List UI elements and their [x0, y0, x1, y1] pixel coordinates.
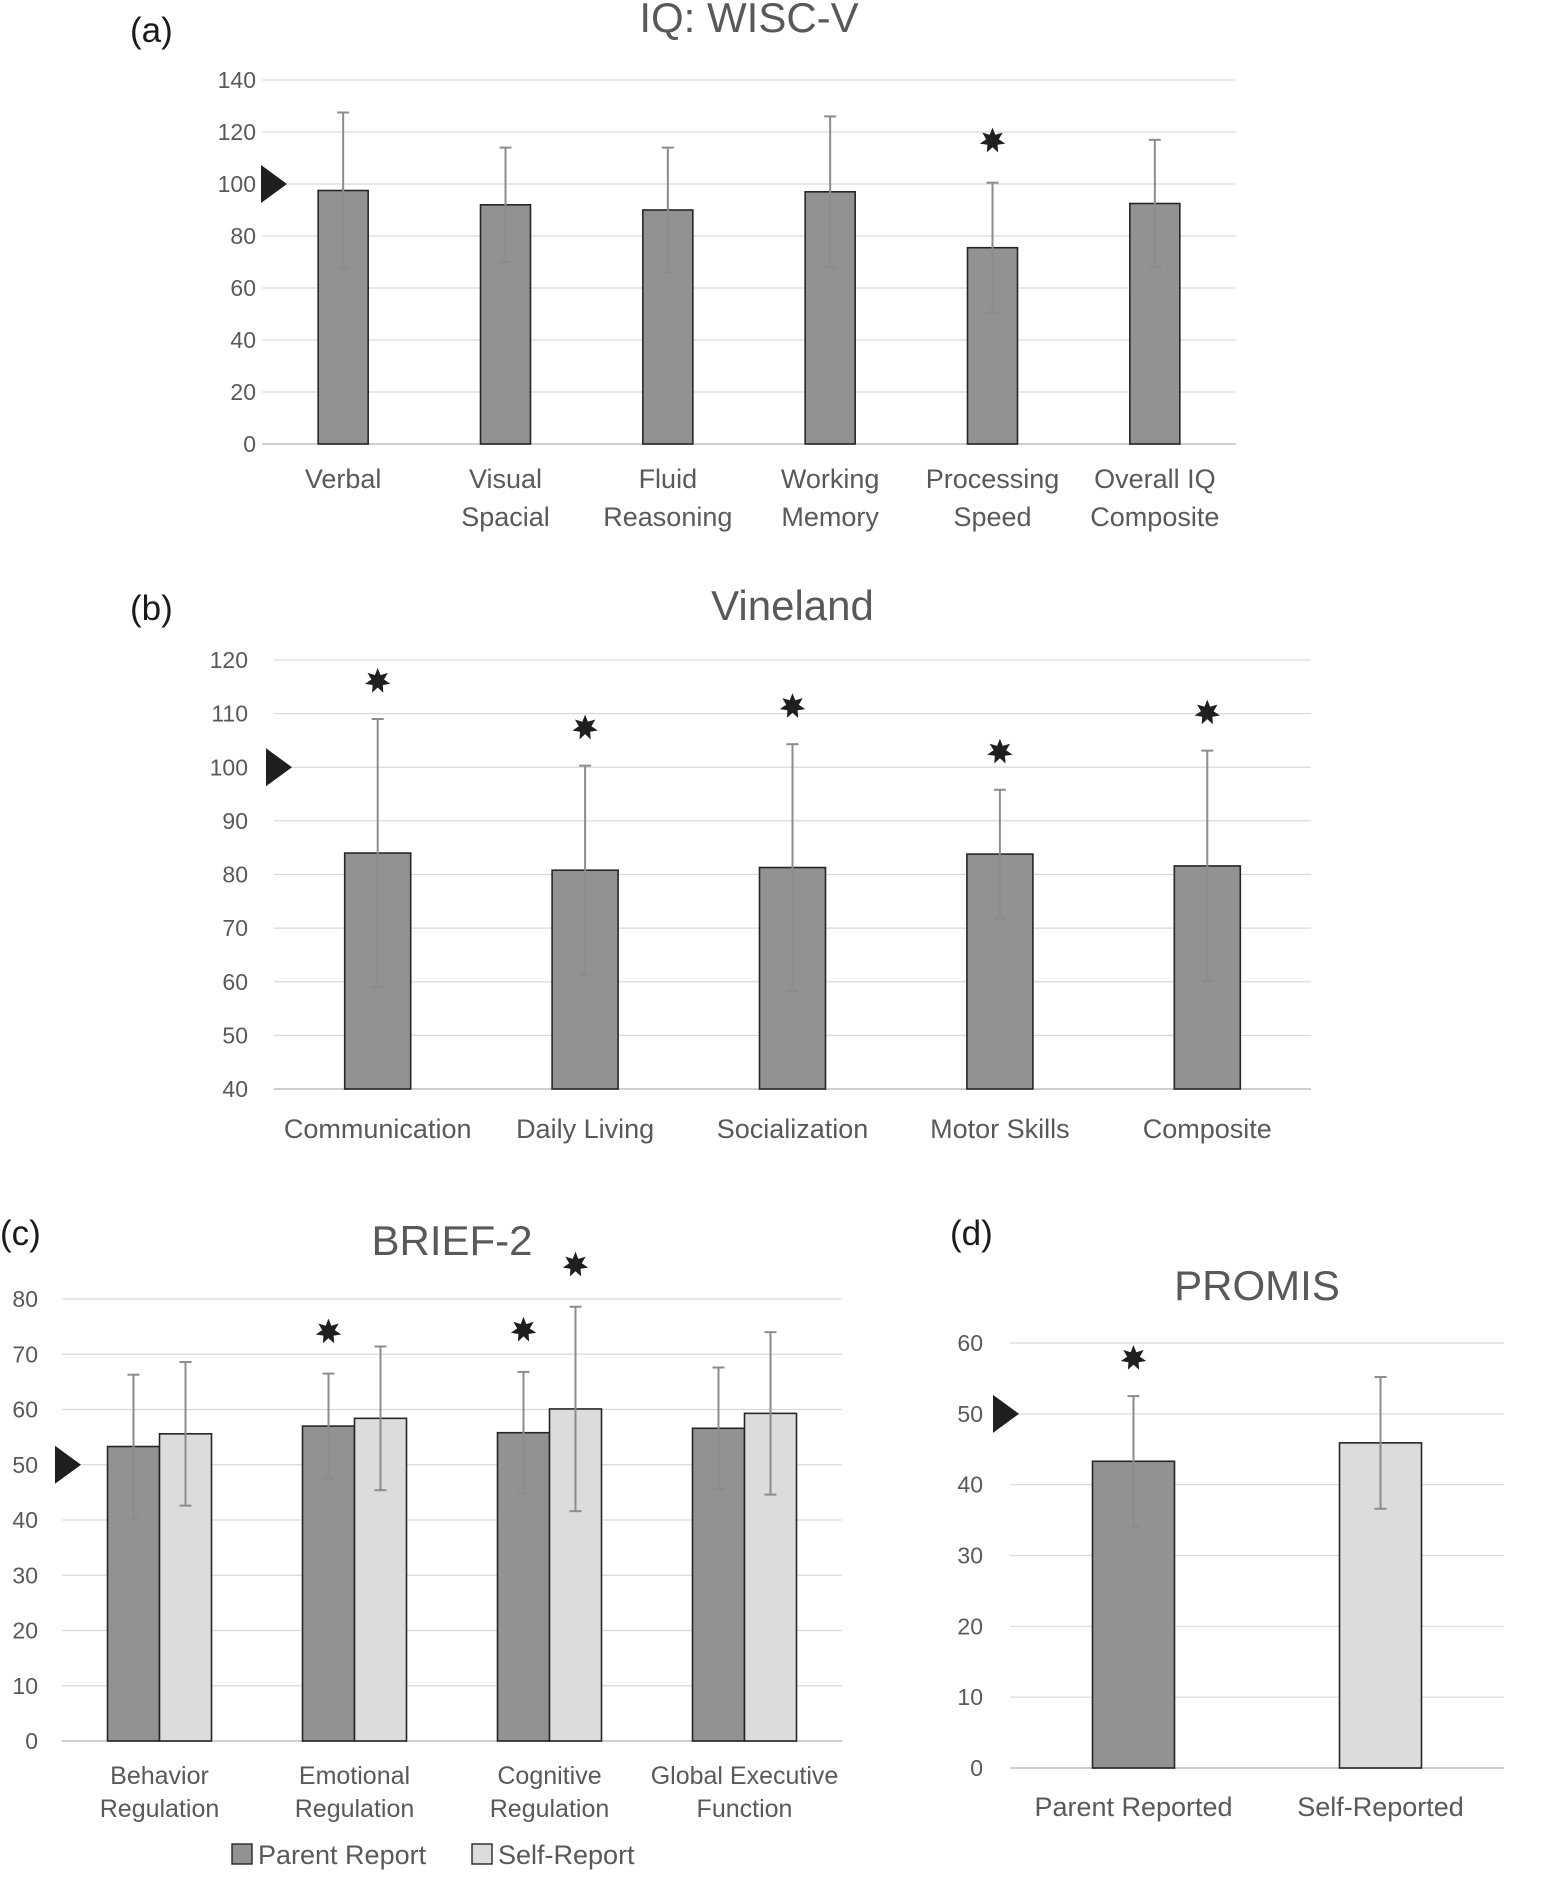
x-tick-label: Composite — [1090, 502, 1219, 532]
x-tick-label: Regulation — [490, 1795, 610, 1823]
x-tick-label: Overall IQ — [1094, 464, 1216, 494]
x-tick-label: Communication — [284, 1114, 472, 1144]
chart-c: (c) BRIEF-2 0 10 20 30 40 50 60 70 80 Behavior Regul… — [0, 1214, 842, 1870]
x-tick-label: Daily Living — [516, 1114, 654, 1144]
significance-star-icon — [510, 1316, 537, 1342]
legend-swatch — [231, 1843, 253, 1865]
y-tick-label: 60 — [230, 275, 256, 301]
y-tick-label: 40 — [222, 1076, 248, 1102]
panel-label: (a) — [130, 11, 173, 50]
y-tick-label: 60 — [222, 969, 248, 995]
x-tick-label: Speed — [953, 502, 1031, 532]
significance-star-icon — [979, 127, 1006, 153]
significance-star-icon — [365, 668, 391, 693]
x-tick-label: Visual — [469, 464, 542, 494]
x-tick-label: Cognitive — [497, 1762, 601, 1790]
y-tick-label: 40 — [230, 327, 256, 353]
chart-b: (b) Vineland 40 50 60 70 80 90 100 110 120 Communic… — [130, 582, 1311, 1144]
x-tick-label: Verbal — [305, 464, 382, 494]
x-tick-label: Motor Skills — [930, 1114, 1070, 1144]
x-tick-label: Composite — [1143, 1114, 1272, 1144]
y-tick-label: 50 — [222, 1022, 248, 1048]
y-tick-label: 40 — [957, 1472, 983, 1498]
x-tick-label: Socialization — [717, 1114, 869, 1144]
significance-star-icon — [562, 1251, 589, 1277]
y-tick-label: 50 — [12, 1452, 38, 1478]
y-tick-label: 60 — [12, 1397, 38, 1423]
x-tick-label: Behavior — [110, 1762, 209, 1790]
y-tick-label: 20 — [12, 1618, 38, 1644]
y-tick-label: 80 — [222, 862, 248, 888]
y-tick-label: 20 — [230, 379, 256, 405]
x-tick-label: Parent Reported — [1034, 1792, 1232, 1822]
significance-star-icon — [572, 714, 598, 740]
y-tick-label: 0 — [970, 1755, 983, 1781]
y-tick-label: 20 — [957, 1613, 983, 1639]
significance-star-icon — [779, 693, 806, 718]
legend-label: Parent Report — [258, 1840, 427, 1870]
x-tick-label: Processing — [926, 464, 1060, 494]
y-tick-label: 80 — [12, 1286, 38, 1312]
reference-arrow-icon — [266, 748, 292, 787]
y-tick-label: 80 — [230, 223, 256, 249]
legend-label: Self-Report — [498, 1840, 635, 1870]
bar — [1338, 1442, 1423, 1769]
significance-star-icon — [1120, 1345, 1147, 1370]
x-tick-label: Self-Reported — [1297, 1792, 1464, 1822]
significance-star-icon — [315, 1318, 342, 1344]
y-tick-label: 100 — [218, 171, 256, 197]
chart-d: (d) PROMIS 0 10 20 30 40 50 60 Parent Reported Sel… — [950, 1214, 1504, 1822]
chart-a: (a) IQ: WISC-V 0 20 40 60 80 100 120 140 Verbal Vis… — [130, 0, 1236, 532]
y-tick-label: 30 — [957, 1543, 983, 1569]
x-tick-label: Function — [697, 1795, 793, 1823]
x-tick-label: Regulation — [295, 1795, 415, 1823]
y-tick-label: 70 — [222, 915, 248, 941]
reference-arrow-icon — [261, 165, 287, 203]
bar — [551, 869, 619, 1090]
y-tick-label: 90 — [222, 808, 248, 834]
panel-label: (c) — [0, 1214, 41, 1253]
y-tick-label: 110 — [211, 701, 248, 727]
reference-arrow-icon — [993, 1394, 1019, 1433]
y-tick-label: 30 — [12, 1562, 38, 1588]
chart-title: Vineland — [711, 582, 874, 629]
y-tick-label: 120 — [218, 119, 256, 145]
bar — [743, 1412, 798, 1742]
y-tick-label: 140 — [218, 67, 256, 93]
x-tick-label: Emotional — [299, 1762, 410, 1790]
x-tick-label: Spacial — [461, 502, 550, 532]
y-tick-label: 60 — [957, 1330, 983, 1356]
y-tick-label: 100 — [210, 754, 248, 780]
y-tick-label: 120 — [210, 647, 248, 673]
y-tick-label: 0 — [25, 1728, 38, 1754]
y-tick-label: 40 — [12, 1507, 38, 1533]
y-tick-label: 50 — [957, 1401, 983, 1427]
y-tick-label: 10 — [957, 1684, 983, 1710]
x-tick-label: Working — [781, 464, 880, 494]
y-tick-label: 0 — [243, 431, 256, 457]
legend-swatch — [471, 1843, 493, 1865]
chart-title: IQ: WISC-V — [639, 0, 858, 41]
x-tick-label: Fluid — [639, 464, 698, 494]
x-tick-label: Global Executive — [651, 1762, 839, 1790]
chart-title: PROMIS — [1174, 1262, 1340, 1309]
significance-star-icon — [1194, 699, 1220, 725]
bar — [966, 246, 1019, 445]
significance-star-icon — [987, 738, 1013, 764]
panel-label: (b) — [130, 589, 173, 628]
x-tick-label: Reasoning — [603, 502, 732, 532]
reference-arrow-icon — [55, 1445, 81, 1484]
x-tick-label: Memory — [781, 502, 879, 532]
y-tick-label: 10 — [12, 1673, 38, 1699]
y-tick-label: 70 — [12, 1341, 38, 1367]
x-tick-label: Regulation — [100, 1795, 220, 1823]
panel-label: (d) — [950, 1214, 993, 1253]
chart-title: BRIEF-2 — [371, 1217, 532, 1264]
